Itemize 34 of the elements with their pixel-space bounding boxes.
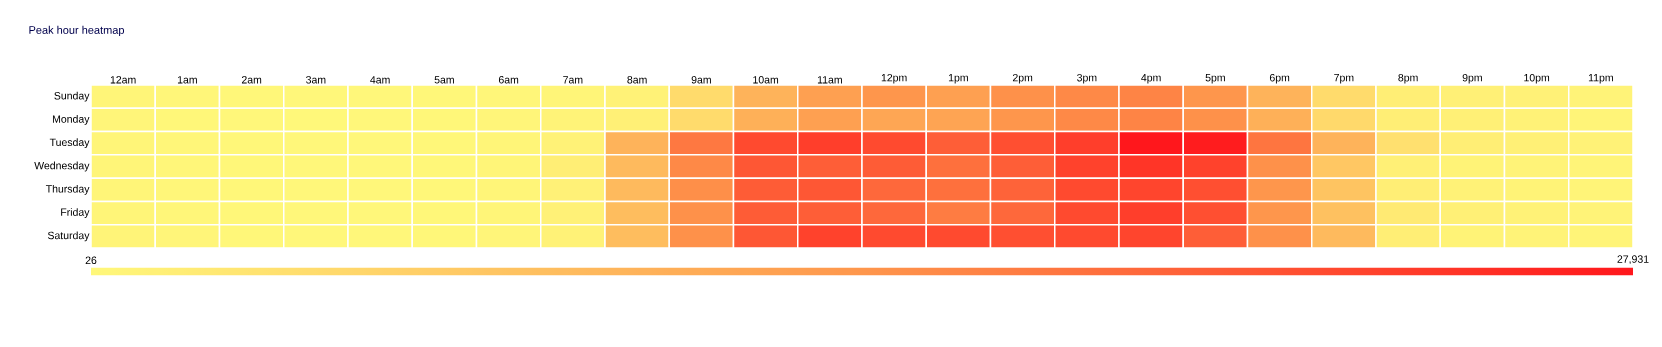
x-tick-label: 10pm	[1524, 73, 1550, 84]
y-tick-label: Monday	[52, 115, 90, 125]
x-tick-label: 5pm	[1205, 74, 1225, 84]
x-tick-label: 4am	[370, 76, 390, 84]
x-tick-label: 11am	[817, 76, 842, 84]
color-bar-label: 26	[85, 256, 97, 265]
y-tick-label: Friday	[61, 208, 90, 218]
x-tick-label: 10am	[753, 76, 779, 84]
x-tick-label: 2pm	[1012, 73, 1033, 84]
x-tick-label: 9pm	[1462, 73, 1482, 84]
x-tick-label: 12pm	[881, 73, 907, 84]
x-tick-label: 7am	[563, 76, 583, 84]
x-tick-label: 1pm	[948, 74, 968, 84]
x-tick-label: 12am	[110, 76, 136, 84]
x-tick-label: 9am	[691, 76, 711, 84]
x-tick-label: 6pm	[1269, 73, 1290, 84]
y-tick-label: Saturday	[47, 231, 90, 242]
x-tick-label: 4pm	[1141, 74, 1161, 84]
x-tick-label: 3pm	[1077, 73, 1097, 84]
color-bar-label: 27,931	[1617, 255, 1649, 265]
y-tick-label: Wednesday	[34, 161, 90, 172]
x-tick-label: 8am	[627, 76, 647, 84]
x-tick-label: 7pm	[1334, 74, 1354, 84]
y-tick-label: Tuesday	[49, 138, 90, 149]
chart-title: Peak hour heatmap	[29, 25, 125, 37]
y-tick-label: Sunday	[54, 91, 90, 102]
x-tick-label: 6am	[498, 76, 519, 84]
x-tick-label: 5am	[434, 76, 454, 84]
x-tick-label: 11pm	[1588, 74, 1613, 84]
y-tick-label: Thursday	[45, 184, 90, 195]
x-tick-label: 2am	[241, 76, 262, 84]
x-tick-label: 3am	[306, 76, 326, 84]
x-tick-label: 1am	[177, 76, 197, 84]
x-tick-label: 8pm	[1398, 73, 1418, 84]
